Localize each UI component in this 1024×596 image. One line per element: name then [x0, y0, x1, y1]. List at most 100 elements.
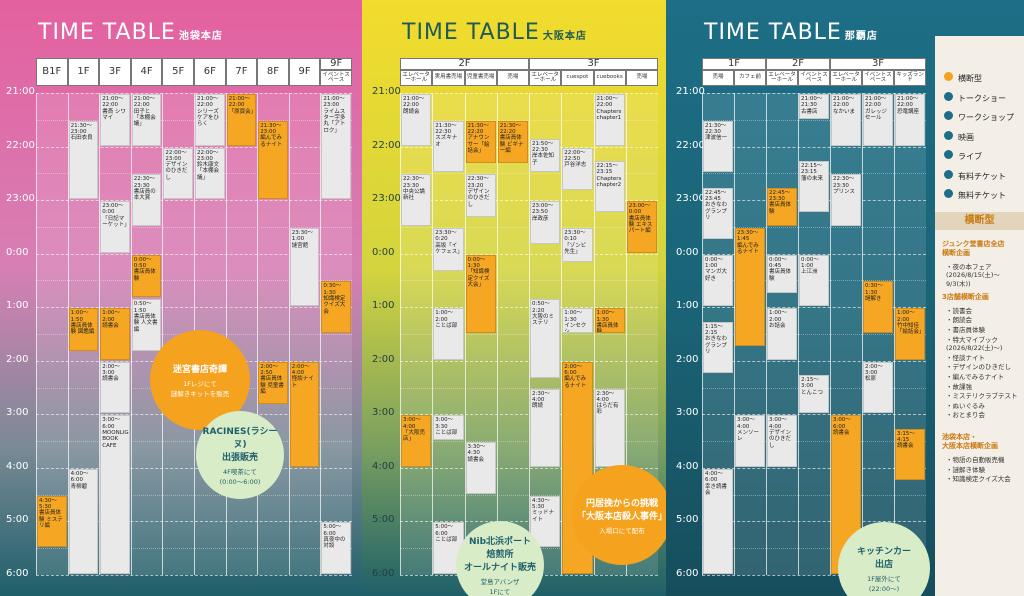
event-label: 書店員体験 ビギナー編 [499, 135, 524, 155]
event-label: デザインのひきだし [769, 429, 792, 449]
column-line [464, 93, 466, 575]
event: 23:00～23:50 岸政彦 [530, 201, 561, 244]
event-time: 21:50～22:30 [532, 140, 554, 153]
cross-group-title: ジュンク堂書店全店 横断企画 [942, 240, 1005, 258]
event-label: 書店員体験 [596, 322, 619, 333]
cross-group-title: 池袋本店・ 大阪本店横断企画 [942, 432, 998, 450]
event-label: 書店員体験 エキスパート編 [628, 215, 653, 235]
event-time: 4:30～5:30 [532, 497, 550, 510]
column-line [529, 93, 530, 575]
legend-label: トークショー [958, 93, 1006, 103]
event-time: 22:00～22:50 [564, 149, 586, 162]
event: 0:00～1:00 マンガ大好き [703, 254, 733, 307]
time-label: 2:00 [676, 353, 699, 365]
event-label: ことば部 [435, 537, 458, 544]
event-label: 松原 [865, 376, 877, 383]
column-header: イベントスペース [798, 70, 830, 86]
event-label: 高坂「イケフェス」 [435, 242, 463, 255]
grid-line [702, 441, 926, 443]
event-time: 0:50～1:50 [133, 301, 152, 314]
column-line [288, 93, 290, 575]
event-time: 21:30～22:30 [435, 122, 457, 136]
event: 21:30～22:30 スズキナオ [433, 120, 464, 173]
cross-title: 横断型 [935, 212, 1024, 230]
event: 4:30～5:30 書店員体験 ミステリ編 [37, 495, 67, 548]
event-label: ことば部 [435, 322, 458, 329]
event: 22:45～23:45 おきなわグランプリ [703, 187, 733, 240]
event-label: 石田衣良 [70, 135, 93, 142]
event-time: 0:50～2:20 [532, 301, 550, 314]
event-time: 3:00～4:00 [403, 417, 421, 430]
event-time: 0:00～0:50 [133, 256, 152, 269]
event-time: 3:00～6:00 [833, 417, 851, 430]
annotation: キッチンカー 出店 1F屋外にて (22:00～) [838, 522, 930, 596]
grid-line [702, 575, 926, 576]
column-header: イベントスペース [320, 70, 352, 86]
column-header: 売場 [702, 70, 734, 86]
event: 22:30～23:20 デザインのひきだし [465, 174, 496, 217]
column-line [496, 93, 498, 575]
time-label: 4:00 [6, 460, 29, 472]
annotation-title: キッチンカー 出店 [856, 546, 911, 570]
event-label: 書店員体験 ミステリ編 [39, 510, 63, 529]
annotation: 円居挽からの挑戦 「大阪本店殺人事件」 入場口にて配布 [572, 465, 672, 565]
event-time: 3:00～3:30 [435, 417, 454, 430]
event-label: 謎宮館 [291, 242, 309, 249]
time-label: 5:00 [6, 514, 29, 526]
event-label: おきなわグランプリ [705, 336, 728, 355]
legend-icon [944, 169, 953, 179]
event: 3:15～4:15 読書会 [895, 428, 925, 481]
event-label: ガレッジセール [865, 108, 888, 121]
time-label: 0:00 [6, 246, 29, 258]
event-label: インセクシ [564, 322, 587, 333]
event: 1:00～1:30 書店員体験 [594, 308, 625, 333]
event-time: 22:45～23:30 [769, 189, 791, 203]
event: 23:30～0:20 高坂「イケフェス」 [433, 227, 464, 271]
annotation-title: Nib北浜ポート 焙煎所 オールナイト販売 [463, 537, 536, 573]
event-label: 読書会 [467, 456, 485, 463]
event-label: 藩の未来 [801, 175, 824, 182]
event: 1:00～2:00 ことば部 [433, 308, 464, 360]
column-header: カフェ前 [734, 70, 766, 86]
event-label: 編んでみるナイト [737, 242, 760, 255]
floor-header: 6F [194, 58, 226, 86]
event-time: 22:15～23:15 [801, 162, 823, 176]
cross-item: ・知識検定クイズ大会 [946, 475, 1011, 484]
time-label: 21:00 [372, 86, 401, 97]
time-label: 2:00 [6, 353, 29, 365]
legend-icon [944, 91, 953, 101]
event-time: 22:30～23:20 [467, 176, 489, 189]
event-time: 22:00～23:00 [165, 149, 187, 162]
event-time: 21:30～23:00 [260, 122, 282, 136]
floor-header: 5F [162, 58, 194, 86]
event-time: 2:00～3:00 [865, 363, 883, 377]
event: 0:00～0:45 書店員体験 [767, 254, 797, 293]
column-line [561, 93, 563, 575]
column-line [766, 93, 767, 575]
event-time: 1:00～1:50 [70, 310, 89, 323]
event-label: 竹中知佳「絵話会」 [897, 322, 925, 336]
event-label: ことば部 [435, 429, 458, 436]
event-label: 読書会 [102, 322, 119, 329]
event-time: 22:30～23:30 [833, 176, 855, 189]
event-label: お話会 [769, 322, 786, 329]
event: 21:30～22:20 書店員体験 ビギナー編 [497, 120, 528, 164]
grid-line [702, 307, 926, 309]
store-name: 那覇店 [844, 31, 878, 42]
event: 2:15～3:00 とんこつ [799, 375, 829, 414]
floor-header: 9F [288, 58, 321, 86]
event: 2:30～4:00 はらだ有彩 [594, 388, 625, 467]
column-header: エレベーターホール [766, 70, 798, 86]
event-time: 3:00～4:00 [737, 417, 755, 430]
column-header: エレベーターホール [830, 70, 862, 86]
event: 0:00～1:30 「知識検定クイズ大会」 [465, 254, 496, 333]
event-time: 1:00～2:00 [102, 310, 121, 323]
event: 2:00～4:00 怪談ナイト [289, 361, 320, 467]
event-time: 4:00～6:00 [70, 470, 89, 484]
annotation-title: RACINES(ラシーヌ) 出張販売 [202, 427, 278, 463]
event: 23:30～1:45 編んでみるナイト [735, 227, 765, 347]
event-time: 0:00～1:00 [801, 256, 819, 269]
event-time: 23:00～0:00 [102, 203, 124, 216]
cross-item: ・ぬいぐるみ [946, 401, 985, 410]
legend-label: 横断型 [958, 74, 982, 83]
